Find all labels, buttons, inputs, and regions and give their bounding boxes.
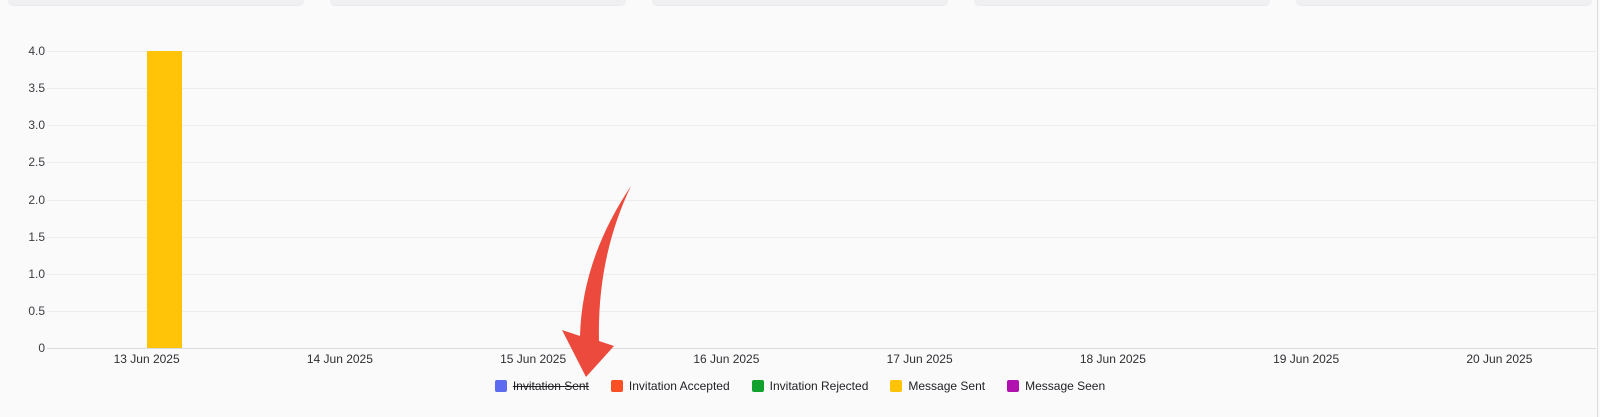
chart-legend: Invitation Sent Invitation Accepted Invita… [0,377,1600,395]
legend-item-message-seen[interactable]: Message Seen [1007,379,1105,393]
gridline [47,162,1596,164]
legend-swatch [1007,380,1020,392]
y-axis-tick-label: 2.5 [28,155,45,170]
top-edge-card [8,0,304,6]
x-axis-tick-label: 20 Jun 2025 [1466,352,1533,366]
legend-item-invitation-accepted[interactable]: Invitation Accepted [610,379,730,393]
x-axis-tick-label: 18 Jun 2025 [1079,352,1146,366]
top-edge-card [652,0,948,6]
legend-swatch [494,380,507,392]
x-axis-tick-label: 19 Jun 2025 [1273,352,1340,366]
legend-item-invitation-sent[interactable]: Invitation Sent [494,379,589,393]
y-axis-tick-label: 3.0 [28,118,45,133]
legend-label: Invitation Rejected [769,379,869,393]
top-edge-card [330,0,626,6]
legend-label: Message Sent [908,379,986,393]
legend-swatch [751,380,764,392]
y-axis-tick-label: 0 [38,341,45,355]
y-axis-tick-label: 3.5 [28,81,45,96]
gridline [47,125,1596,127]
y-axis-tick-label: 1.0 [28,266,45,281]
legend-label: Invitation Sent [512,379,589,393]
legend-label: Message Seen [1025,379,1106,393]
legend-swatch [610,380,623,392]
gridline [47,51,1596,52]
gridline [47,199,1596,201]
x-axis-tick-label: 17 Jun 2025 [886,352,953,366]
legend-item-message-sent[interactable]: Message Sent [890,379,985,393]
top-edge-card [1296,0,1592,6]
bar-message-sent[interactable] [146,51,182,348]
x-axis-tick-label: 15 Jun 2025 [500,352,567,366]
gridline [47,310,1596,312]
legend-swatch [890,380,903,392]
y-axis-tick-label: 1.5 [28,229,45,244]
x-axis-tick-label: 16 Jun 2025 [693,352,760,366]
y-axis-tick-label: 4.0 [28,44,45,58]
gridline [47,273,1596,275]
window-right-edge [1597,0,1598,417]
gridline [47,88,1596,90]
legend-item-invitation-rejected[interactable]: Invitation Rejected [751,379,869,393]
gridline [47,236,1596,238]
x-axis-tick-label: 13 Jun 2025 [113,352,180,366]
top-edge-cards [0,0,1600,6]
y-axis-tick-label: 0.5 [28,303,45,318]
top-edge-card [974,0,1270,6]
x-axis-tick-label: 14 Jun 2025 [306,352,373,366]
y-axis-tick-label: 2.0 [28,192,45,207]
gridline [47,348,1596,349]
legend-label: Invitation Accepted [628,379,730,393]
